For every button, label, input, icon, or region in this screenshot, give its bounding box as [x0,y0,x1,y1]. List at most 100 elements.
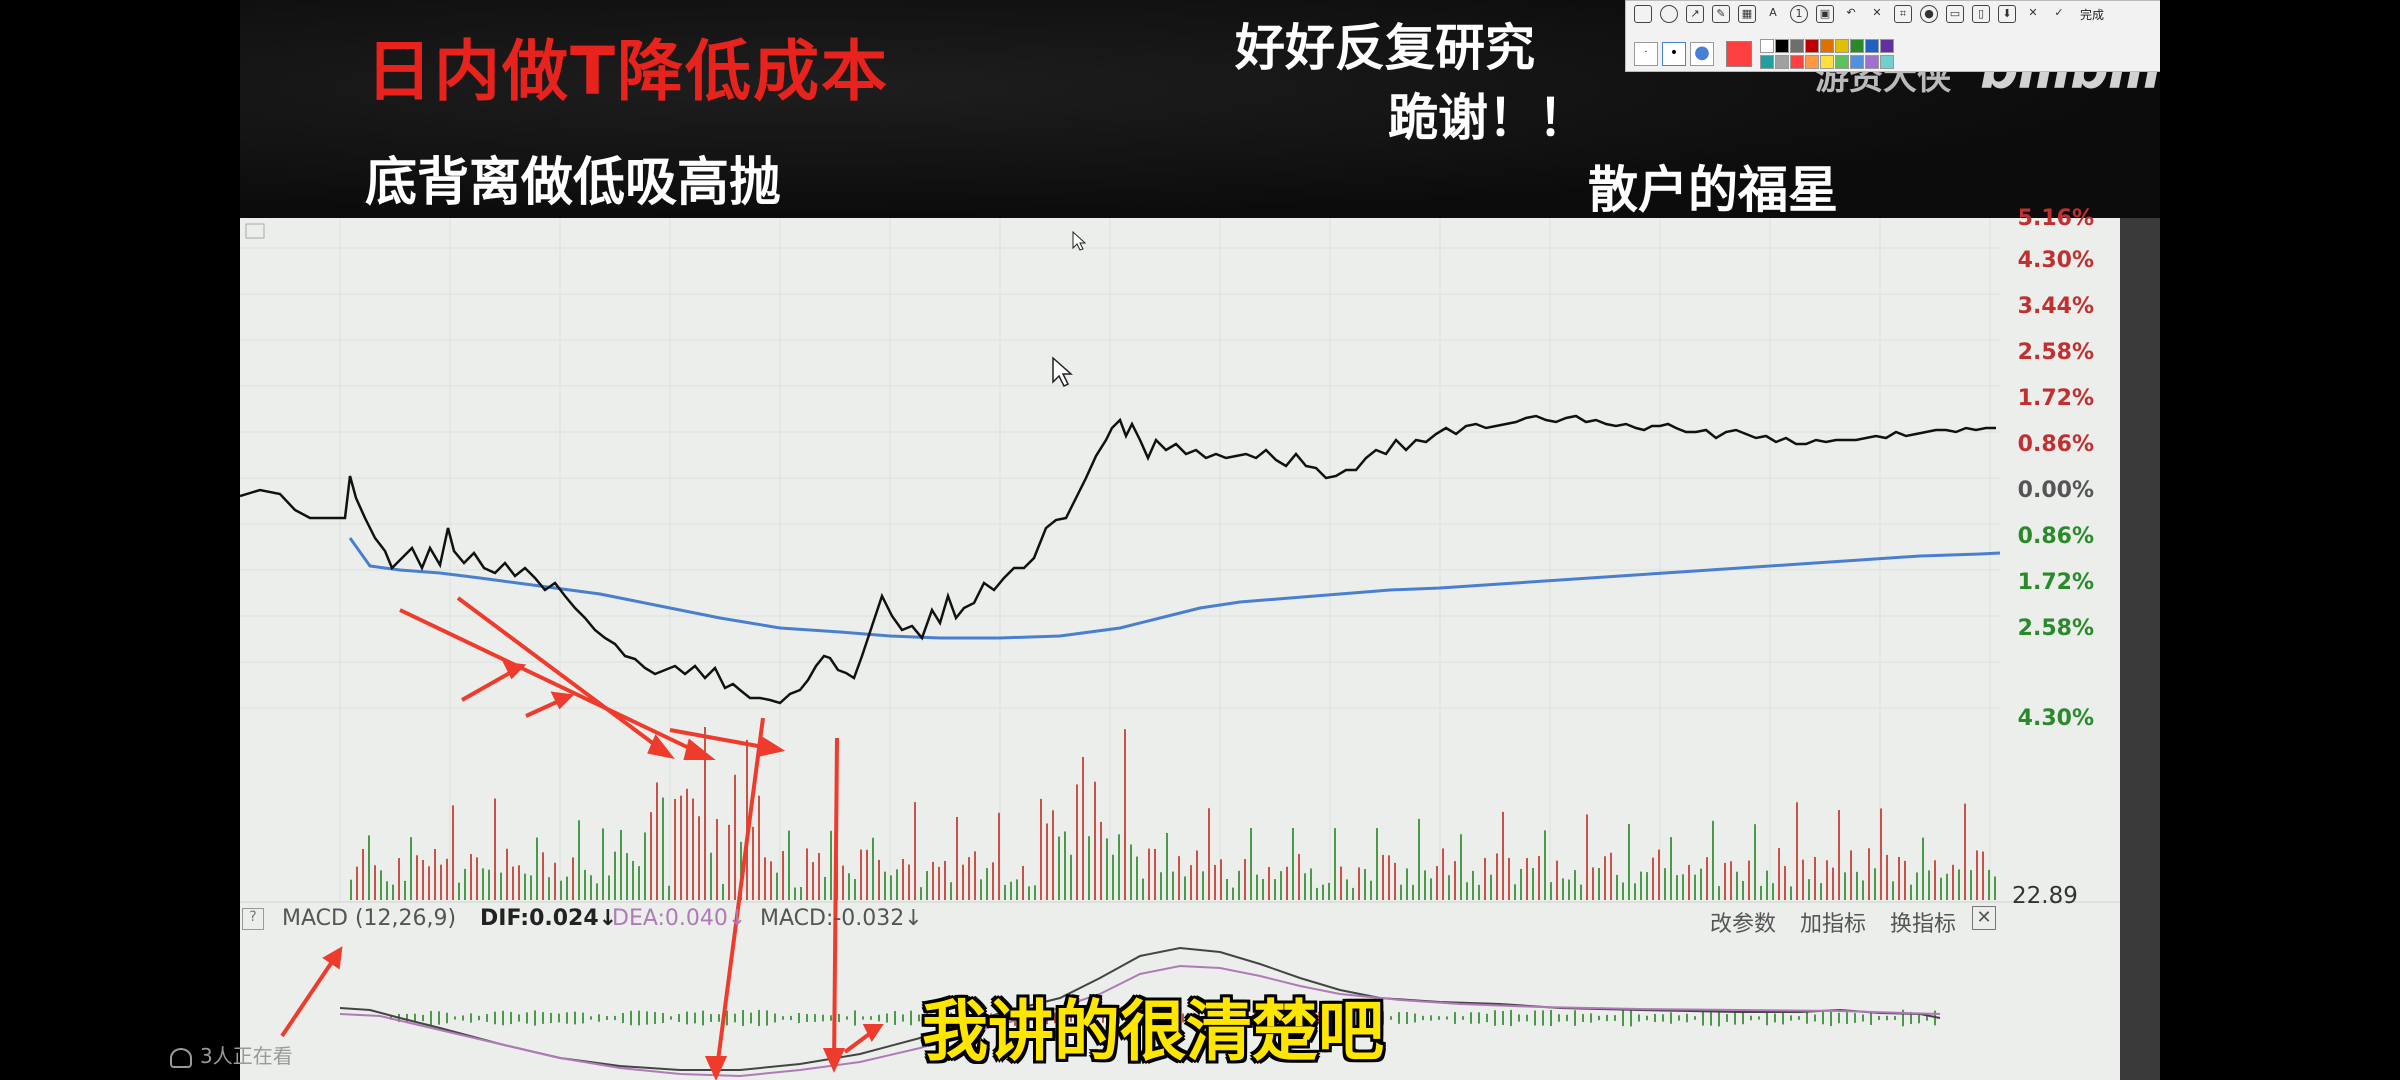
macd-histogram-bar [1102,1013,1104,1023]
macd-close-button[interactable]: ✕ [1972,906,1996,930]
volume-bar [1262,878,1264,900]
image-tool-icon[interactable]: ▣ [1816,5,1834,23]
pin-icon[interactable]: ▭ [1946,5,1964,23]
macd-value: MACD:-0.032↓ [760,906,923,931]
pen-tool-icon[interactable]: ✎ [1712,5,1730,23]
palette-swatch[interactable] [1835,39,1849,53]
ocr-icon[interactable]: ⌗ [1894,5,1912,23]
macd-histogram-bar [1830,1009,1832,1027]
volume-bar [416,855,418,900]
stroke-large-icon[interactable]: ● [1690,42,1714,66]
undo-icon[interactable]: ↶ [1846,6,1856,19]
dea-line [339,964,1941,1078]
text-tool-icon[interactable]: A [1769,6,1777,19]
palette-swatch[interactable] [1865,39,1879,53]
palette-swatch[interactable] [1820,55,1834,69]
macd-histogram-bar [934,1014,936,1022]
palette-swatch[interactable] [1850,39,1864,53]
volume-bar [1202,871,1204,900]
macd-histogram-bar [1862,1014,1864,1022]
volume-bar [1598,868,1600,900]
annotation-arrowhead [704,1056,728,1080]
macd-histogram-bar [1742,1011,1744,1025]
palette-swatch[interactable] [1880,39,1894,53]
palette-swatch[interactable] [1775,55,1789,69]
volume-bar [1886,854,1888,900]
macd-histogram-bar [958,1015,960,1021]
modify-params-button[interactable]: 改参数 [1710,912,1777,937]
volume-bar [1958,869,1960,900]
volume-bar [506,848,508,900]
volume-bar [764,857,766,900]
macd-histogram-bar [1254,1010,1256,1026]
macd-histogram-bar [1014,1010,1016,1026]
macd-histogram-bar [1606,1014,1608,1022]
macd-histogram-bar [494,1011,496,1025]
macd-histogram-bar [894,1011,896,1025]
volume-bar [950,882,952,900]
volume-bar [530,875,532,900]
volume-bar [1766,870,1768,900]
volume-bar [1166,832,1168,900]
volume-bar [692,798,694,900]
volume-bar [1364,869,1366,900]
palette-swatch[interactable] [1850,55,1864,69]
palette-swatch[interactable] [1820,39,1834,53]
macd-histogram-bar [1798,1016,1800,1020]
mosaic-tool-icon[interactable]: ▦ [1738,5,1756,23]
volume-bar [824,876,826,900]
volume-bar [434,849,436,900]
check-icon[interactable]: ✓ [2054,6,2064,19]
close-icon[interactable]: ✕ [2028,6,2038,19]
palette-swatch[interactable] [1880,55,1894,69]
macd-histogram-bar [686,1011,688,1025]
volume-bar [1268,866,1270,900]
macd-histogram-bar [1598,1015,1600,1021]
current-color-swatch[interactable] [1726,41,1752,67]
macd-name[interactable]: MACD (12,26,9) [282,906,457,931]
volume-bar [1856,871,1858,900]
add-indicator-button[interactable]: 加指标 [1800,912,1867,937]
annotation-arrow [399,608,711,760]
mouse-cursor-icon [1052,356,1073,388]
volume-bar [1604,856,1606,900]
volume-bar [374,865,376,900]
ellipse-tool-icon[interactable] [1660,5,1678,23]
stroke-small-icon[interactable]: · [1634,42,1658,66]
palette-swatch[interactable] [1805,55,1819,69]
volume-bar [1196,850,1198,900]
volume-bar [1712,820,1714,900]
switch-indicator-button[interactable]: 换指标 [1890,912,1957,937]
volume-bar [1892,881,1894,900]
stroke-medium-icon[interactable]: • [1662,42,1686,66]
volume-bar [1628,823,1630,900]
volume-bar [572,857,574,900]
palette-swatch[interactable] [1835,55,1849,69]
palette-swatch[interactable] [1790,55,1804,69]
palette-swatch[interactable] [1760,39,1774,53]
annotation-arrowhead [862,1024,884,1042]
macd-histogram-bar [1566,1014,1568,1022]
macd-histogram-bar [1542,1010,1544,1026]
palette-swatch[interactable] [1760,55,1774,69]
cancel-icon[interactable]: ✕ [1872,6,1882,19]
macd-histogram-bar [1158,1015,1160,1021]
macd-histogram-bar [1838,1012,1840,1024]
palette-swatch[interactable] [1775,39,1789,53]
record-icon[interactable]: ● [1920,5,1938,23]
volume-bar [464,868,466,900]
macd-histogram-bar [1766,1010,1768,1026]
save-icon[interactable]: ⬇ [1998,5,2016,23]
volume-bar [758,795,760,900]
palette-swatch[interactable] [1865,55,1879,69]
number-tool-icon[interactable]: 1 [1790,5,1808,23]
rectangle-tool-icon[interactable] [1634,5,1652,23]
help-icon[interactable]: ? [242,908,264,930]
palette-swatch[interactable] [1805,39,1819,53]
arrow-tool-icon[interactable]: ↗ [1686,5,1704,23]
palette-swatch[interactable] [1790,39,1804,53]
volume-bar [1274,879,1276,900]
done-button[interactable]: 完成 [2080,7,2105,22]
macd-histogram-bar [734,1013,736,1023]
phone-icon[interactable]: ▯ [1972,5,1990,23]
